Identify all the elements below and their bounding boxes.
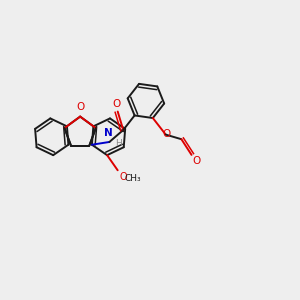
Text: O: O: [162, 129, 170, 139]
Text: O: O: [119, 172, 127, 182]
Text: O: O: [192, 156, 201, 167]
Text: N: N: [104, 128, 113, 138]
Text: H: H: [115, 139, 122, 148]
Text: CH₃: CH₃: [124, 174, 141, 183]
Text: O: O: [76, 102, 84, 112]
Text: O: O: [112, 99, 120, 109]
